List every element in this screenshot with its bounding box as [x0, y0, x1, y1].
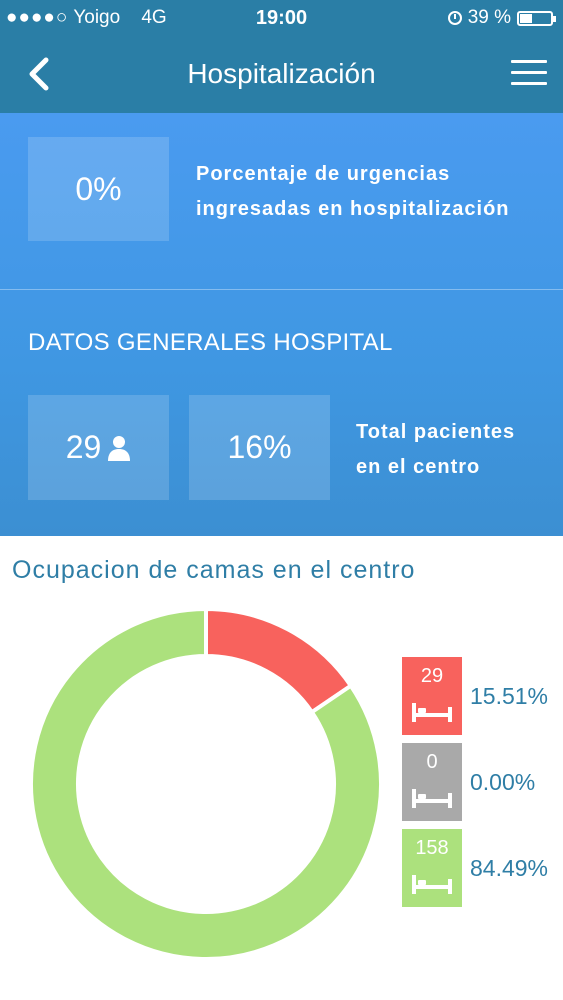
urgencias-description-line1: Porcentaje de urgencias: [196, 163, 451, 185]
bed-occupancy-donut-chart: [29, 606, 383, 961]
donut-slice-free[interactable]: [29, 606, 383, 961]
legend-count-unavailable: 0: [426, 751, 438, 773]
urgencias-description: Porcentaje de urgencias ingresadas en ho…: [196, 157, 510, 227]
hamburger-line: [511, 82, 547, 85]
legend-count-free: 158: [415, 837, 449, 859]
nav-bar: Hospitalización: [0, 38, 563, 113]
legend-count-occupied: 29: [420, 665, 444, 687]
menu-button[interactable]: [511, 60, 547, 90]
legend-swatch-unavailable: 0: [402, 743, 462, 821]
chart-title: Ocupacion de camas en el centro: [12, 556, 416, 584]
section-title: DATOS GENERALES HOSPITAL: [28, 329, 393, 356]
urgencias-description-line2: ingresadas en hospitalización: [196, 198, 510, 220]
status-time: 19:00: [255, 7, 308, 29]
alarm-icon: [447, 11, 462, 25]
patients-description: Total pacientes en el centro: [356, 415, 515, 485]
bed-icon: [412, 789, 452, 808]
donut-slice-occupied[interactable]: [204, 606, 354, 715]
hamburger-line: [511, 71, 547, 74]
patients-description-line1: Total pacientes: [356, 421, 516, 443]
divider: [0, 289, 563, 290]
status-bar: ●●●●○ Yoigo 4G 19:00 39 %: [0, 0, 563, 38]
info-panel: 0% Porcentaje de urgencias ingresadas en…: [0, 113, 563, 536]
signal-strength-icon: ●●●●○: [6, 7, 69, 28]
patients-description-line2: en el centro: [356, 456, 481, 478]
legend-percent-unavailable: 0.00%: [470, 769, 536, 795]
legend-percent-occupied: 15.51%: [470, 683, 549, 709]
urgencias-percentage-box: 0%: [28, 137, 169, 241]
urgencias-percentage-value: 0%: [75, 170, 122, 207]
legend-item-unavailable: 0 0.00%: [402, 743, 562, 823]
legend-item-occupied: 29 15.51%: [402, 657, 562, 737]
patients-count-value: 29: [65, 429, 102, 465]
carrier-info: ●●●●○ Yoigo 4G: [6, 7, 167, 29]
carrier-name: Yoigo: [73, 7, 121, 28]
legend-swatch-occupied: 29: [402, 657, 462, 735]
battery-percent: 39 %: [467, 7, 511, 28]
hamburger-menu-icon: [511, 60, 547, 63]
battery-icon: [517, 10, 556, 26]
chevron-left-icon: [29, 57, 49, 91]
legend-item-free: 158 84.49%: [402, 829, 562, 909]
legend-percent-free: 84.49%: [470, 855, 549, 881]
page-title: Hospitalización: [187, 58, 376, 89]
patients-percentage-value: 16%: [227, 429, 292, 465]
back-button[interactable]: [22, 54, 62, 94]
person-icon: [108, 435, 131, 461]
patients-count-box: 29: [28, 395, 169, 500]
legend-swatch-free: 158: [402, 829, 462, 907]
bed-icon: [412, 875, 452, 894]
network-type: 4G: [141, 7, 167, 28]
patients-percentage-box: 16%: [189, 395, 330, 500]
bed-icon: [412, 703, 452, 722]
status-right: 39 %: [447, 7, 556, 29]
